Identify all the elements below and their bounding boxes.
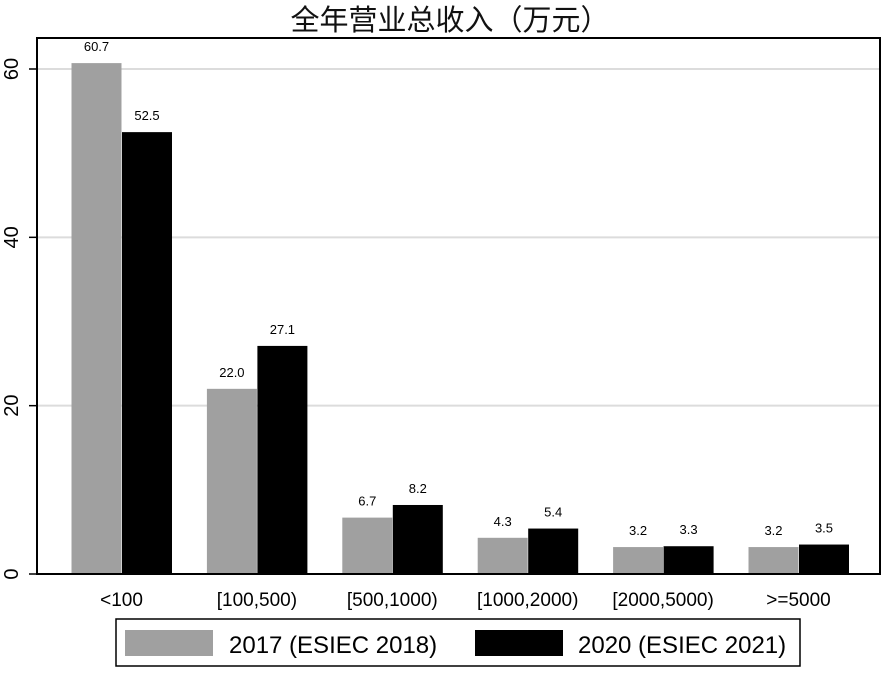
- legend-swatch-2020: [475, 630, 563, 656]
- data-label: 3.2: [764, 523, 782, 538]
- bar-2020: [799, 544, 849, 574]
- x-tick-label: [2000,5000): [612, 590, 713, 611]
- data-label: 3.3: [680, 522, 698, 537]
- y-tick-label: 0: [1, 568, 23, 579]
- x-tick-label: <100: [100, 590, 143, 611]
- bar-2017: [342, 517, 393, 574]
- x-tick-label: [1000,2000): [477, 590, 578, 611]
- data-label: 3.2: [629, 523, 647, 538]
- data-label: 22.0: [219, 365, 244, 380]
- x-tick-label: [100,500): [217, 590, 297, 611]
- y-tick-label: 40: [1, 226, 23, 248]
- legend-swatch-2017: [125, 630, 213, 656]
- bar-2017: [613, 547, 664, 574]
- data-label: 27.1: [270, 322, 295, 337]
- data-label: 4.3: [494, 514, 512, 529]
- bar-2020: [392, 504, 443, 574]
- data-label: 52.5: [134, 108, 159, 123]
- y-tick-label: 20: [1, 395, 23, 417]
- legend-label-2017: 2017 (ESIEC 2018): [229, 632, 437, 659]
- x-tick-label: [500,1000): [347, 590, 438, 611]
- plot-frame: [36, 37, 881, 575]
- bar-2017: [206, 388, 257, 574]
- bar-2017: [748, 547, 799, 574]
- data-label: 3.5: [815, 521, 833, 536]
- legend: 2017 (ESIEC 2018) 2020 (ESIEC 2021): [115, 618, 801, 667]
- bar-2020: [528, 528, 579, 574]
- bar-2017: [71, 63, 122, 574]
- legend-label-2020: 2020 (ESIEC 2021): [578, 632, 786, 659]
- data-label: 8.2: [409, 481, 427, 496]
- data-label: 60.7: [84, 39, 109, 54]
- bar-2017: [477, 537, 528, 574]
- legend-box: [115, 618, 801, 667]
- data-label: 5.4: [544, 505, 562, 520]
- bar-2020: [663, 546, 714, 574]
- data-label: 6.7: [358, 494, 376, 509]
- bar-2020: [122, 132, 172, 574]
- chart-title: 全年营业总收入（万元）: [290, 4, 609, 37]
- x-tick-label: >=5000: [766, 590, 830, 611]
- y-tick-label: 60: [1, 58, 23, 80]
- bar-2020: [257, 345, 308, 574]
